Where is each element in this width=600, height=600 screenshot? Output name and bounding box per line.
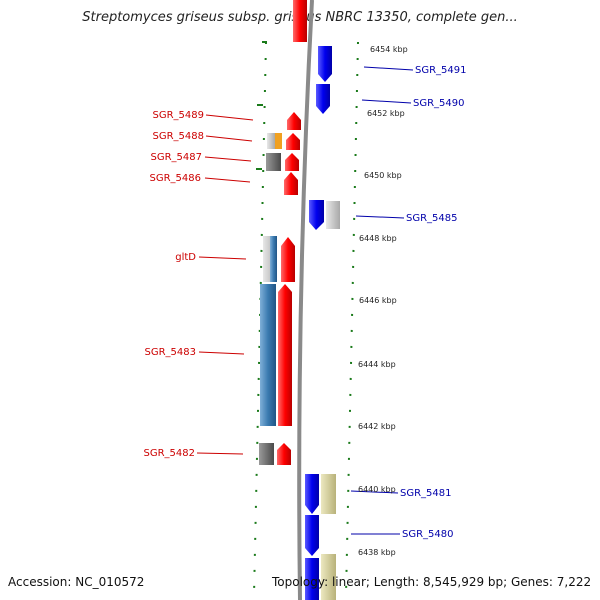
label-SGR_5482[interactable]: SGR_5482 [144, 448, 196, 459]
kbp-label-6444: 6444 kbp [358, 360, 396, 369]
accession-label: Accession: NC_010572 [8, 575, 145, 589]
label-SGR_5486[interactable]: SGR_5486 [150, 173, 202, 184]
gene-SGR_5486[interactable] [284, 172, 298, 195]
gene-SGR_5489[interactable] [287, 112, 301, 130]
gene-SGR_5490[interactable] [316, 84, 330, 114]
gene-SGR_5488[interactable] [267, 133, 300, 150]
left-leader-lines [196, 114, 254, 455]
gene-SGR_5480[interactable] [305, 515, 336, 600]
kbp-label-6440: 6440 kbp [358, 485, 396, 494]
kbp-label-6450: 6450 kbp [364, 171, 402, 180]
right-leader-lines [350, 66, 414, 535]
left-tick-rail [253, 41, 267, 596]
topology-label: Topology: linear; Length: 8,545,929 bp; … [272, 575, 592, 589]
genome-backbone [297, 0, 314, 600]
kbp-label-6452: 6452 kbp [367, 109, 405, 118]
label-SGR_5490[interactable]: SGR_5490 [413, 98, 465, 109]
label-SGR_5491[interactable]: SGR_5491 [415, 65, 467, 76]
label-SGR_5489[interactable]: SGR_5489 [153, 110, 205, 121]
label-SGR_5483[interactable]: SGR_5483 [145, 347, 197, 358]
gene-gltD[interactable] [263, 236, 295, 282]
label-gltD[interactable]: gltD [175, 252, 196, 263]
kbp-label-6442: 6442 kbp [358, 422, 396, 431]
kbp-label-6446: 6446 kbp [359, 296, 397, 305]
kbp-label-6438: 6438 kbp [358, 548, 396, 557]
label-SGR_5487[interactable]: SGR_5487 [151, 152, 203, 163]
label-SGR_5481[interactable]: SGR_5481 [400, 488, 452, 499]
kbp-label-6454: 6454 kbp [370, 45, 408, 54]
gene-SGR_5491[interactable] [318, 46, 332, 82]
gene-SGR_5481[interactable] [305, 474, 336, 514]
kbp-label-6448: 6448 kbp [359, 234, 397, 243]
label-SGR_5480[interactable]: SGR_5480 [402, 529, 454, 540]
gene-SGR_5483[interactable] [260, 284, 292, 426]
gene-SGR_5485[interactable] [309, 200, 340, 230]
label-SGR_5488[interactable]: SGR_5488 [153, 131, 205, 142]
gene-top-fragment[interactable] [293, 0, 307, 42]
gene-SGR_5487[interactable] [266, 153, 299, 171]
right-tick-rail [345, 41, 359, 596]
gene-SGR_5482[interactable] [259, 443, 291, 465]
label-SGR_5485[interactable]: SGR_5485 [406, 213, 458, 224]
